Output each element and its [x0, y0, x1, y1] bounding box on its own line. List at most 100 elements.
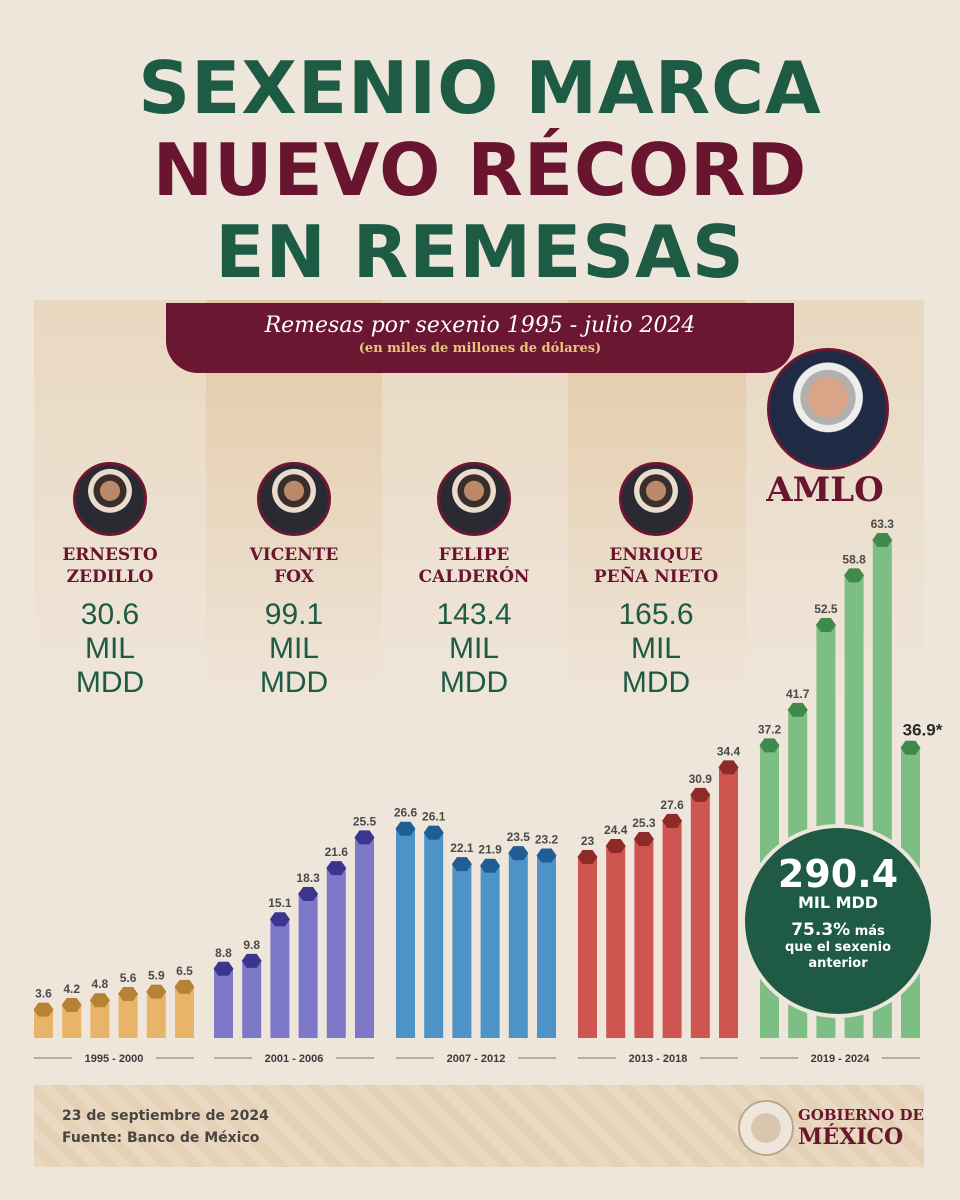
president-fox: VICENTE FOX 99.1 MIL MDD — [204, 462, 384, 700]
bar-cap — [633, 831, 654, 846]
bar-cap — [508, 846, 529, 861]
bar-cap — [577, 850, 598, 865]
footer-source: Fuente: Banco de México — [62, 1130, 260, 1146]
bar-1995-2000-3 — [118, 993, 138, 1038]
bar-2013-2018-1 — [606, 846, 626, 1038]
bar-2007-2012-0 — [396, 828, 415, 1038]
president-total: 143.4 MIL MDD — [436, 598, 512, 699]
president-total: 99.1 MIL MDD — [259, 598, 329, 699]
bar-cap — [605, 839, 626, 854]
bar-cap — [815, 617, 836, 632]
bar-cap — [759, 738, 780, 753]
amlo-name: AMLO — [766, 470, 884, 510]
x-tick-label: 2013 - 2018 — [629, 1053, 688, 1065]
bar-1995-2000-2 — [90, 1000, 110, 1038]
bar-cap — [536, 848, 557, 863]
bar-cap — [900, 740, 921, 755]
president-name: VICENTE FOX — [249, 545, 339, 587]
president-name: ERNESTO ZEDILLO — [62, 545, 158, 587]
bar-2007-2012-3 — [480, 865, 500, 1038]
bar-cap — [33, 1002, 54, 1017]
bar-cap — [423, 825, 444, 840]
bar-cap — [89, 993, 110, 1008]
bar-2001-2006-4 — [326, 868, 346, 1038]
bar-1995-2000-0 — [34, 1009, 53, 1038]
data-label: 63.3 — [871, 517, 895, 531]
bar-2013-2018-2 — [634, 838, 654, 1038]
data-label: 4.2 — [63, 982, 80, 996]
data-label: 23.2 — [535, 832, 559, 846]
bar-2007-2012-1 — [424, 832, 444, 1038]
bar-2007-2012-4 — [508, 853, 528, 1038]
bar-cap — [872, 533, 893, 547]
bar-cap — [213, 961, 234, 976]
data-label: 26.6 — [394, 806, 418, 820]
bar-2013-2018-3 — [662, 820, 682, 1038]
data-label: 41.7 — [786, 687, 810, 701]
data-label: 27.6 — [660, 798, 684, 812]
x-tick-label: 2019 - 2024 — [811, 1053, 871, 1065]
gov-logo-line2: MÉXICO — [798, 1124, 904, 1150]
amlo-total-unit: MIL MDD — [797, 893, 879, 912]
bar-cap — [690, 787, 711, 802]
title-line-2: NUEVO RÉCORD — [152, 128, 808, 212]
bar-cap — [395, 821, 416, 836]
data-label: 23 — [581, 834, 595, 848]
amlo-total-badge: 290.4 MIL MDD 75.3% más que el sexenio ant… — [745, 828, 931, 1014]
data-label: 15.1 — [268, 896, 292, 910]
data-label: 24.4 — [604, 823, 628, 837]
data-label: 6.5 — [176, 964, 193, 978]
data-label: 21.6 — [325, 845, 349, 859]
bar-1995-2000-4 — [146, 991, 166, 1038]
bar-2007-2012-2 — [452, 864, 472, 1038]
data-label: 52.5 — [814, 602, 838, 616]
data-label: 5.6 — [120, 971, 137, 985]
president-total: 30.6 MIL MDD — [75, 598, 145, 699]
bar-cap — [241, 953, 262, 968]
x-tick-label: 1995 - 2000 — [85, 1053, 144, 1065]
footer-date: 23 de septiembre de 2024 — [62, 1108, 269, 1124]
avatar-amlo — [767, 348, 889, 470]
bar-2013-2018-4 — [690, 794, 710, 1038]
president-total: 165.6 MIL MDD — [618, 598, 694, 699]
bar-2001-2006-5 — [355, 837, 374, 1038]
data-label: 18.3 — [296, 871, 320, 885]
avatar — [437, 462, 511, 536]
data-label: 34.4 — [717, 744, 741, 758]
subtitle-banner: Remesas por sexenio 1995 - julio 2024 (e… — [166, 303, 794, 373]
data-label: 26.1 — [422, 810, 446, 824]
data-label: 30.9 — [689, 772, 713, 786]
bar-2013-2018-0 — [578, 857, 597, 1038]
data-label: 21.9 — [478, 843, 502, 857]
chart-title: Remesas por sexenio 1995 - julio 2024 — [264, 313, 696, 338]
bar-2001-2006-1 — [242, 960, 262, 1038]
data-label: 5.9 — [148, 969, 165, 983]
data-label: 8.8 — [215, 946, 232, 960]
bar-cap — [354, 830, 375, 845]
x-tick-label: 2007 - 2012 — [447, 1053, 506, 1065]
president-calderon: FELIPE CALDERÓN 143.4 MIL MDD — [384, 462, 564, 700]
bar-1995-2000-5 — [175, 986, 194, 1038]
data-label: 9.8 — [243, 938, 260, 952]
data-label: 36.9* — [903, 721, 943, 740]
bar-cap — [662, 813, 683, 828]
amlo-total-value: 290.4 — [777, 852, 899, 896]
avatar — [257, 462, 331, 536]
bar-cap — [718, 760, 739, 775]
bar-cap — [269, 912, 290, 927]
bar-cap — [174, 979, 195, 994]
bar-cap — [298, 887, 319, 902]
bar-2001-2006-0 — [214, 968, 233, 1038]
president-name: FELIPE CALDERÓN — [418, 545, 530, 587]
data-label: 25.3 — [632, 816, 656, 830]
avatar — [73, 462, 147, 536]
data-label: 37.2 — [758, 722, 782, 736]
bar-cap — [844, 568, 865, 583]
bar-cap — [480, 858, 501, 873]
bar-2013-2018-5 — [719, 767, 738, 1038]
bar-2007-2012-5 — [537, 855, 556, 1038]
national-seal-icon — [738, 1100, 794, 1156]
bar-cap — [787, 702, 808, 717]
bar-2001-2006-2 — [270, 919, 290, 1038]
